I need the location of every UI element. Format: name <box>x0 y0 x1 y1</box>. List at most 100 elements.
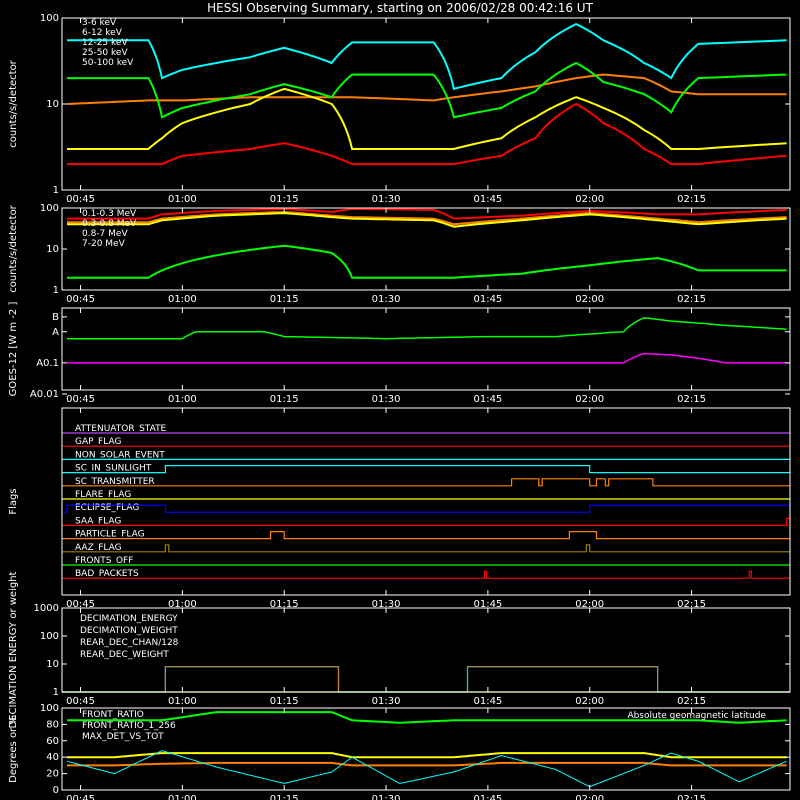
x-tick-label: 00:45 <box>66 194 95 205</box>
y-tick-label: 100 <box>40 203 59 214</box>
x-tick-label: 02:00 <box>575 599 604 610</box>
x-tick-label: 02:00 <box>575 194 604 205</box>
panel-decimation: 00:45 01:00 01:15 01:30 01:45 02:00 02:15 1 10 10… <box>8 571 791 728</box>
x-tick-label: 00:45 <box>66 599 95 610</box>
panel-flags: ATTENUATOR_STATE GAP_FLAG NON_SOLAR_EVENT S… <box>8 407 791 610</box>
y-tick-label: 1000 <box>34 603 59 614</box>
y-tick-label: 1 <box>53 687 59 698</box>
series-line-4 <box>67 22 787 91</box>
panel-goes: 00:45 01:00 01:15 01:30 01:45 02:00 02:15 BA A0.… <box>8 302 791 405</box>
series-line-1 <box>67 752 787 759</box>
flag-trace-8 <box>62 531 790 540</box>
x-tick-label: 01:15 <box>270 599 299 610</box>
flag-label-8: PARTICLE_FLAG <box>75 530 145 540</box>
legend-entry-0: DECIMATION_ENERGY <box>80 614 178 624</box>
series-line-0 <box>67 207 787 220</box>
y-tick-label: A0.1 <box>36 358 59 369</box>
y-tick-label: A <box>52 327 59 338</box>
x-tick-label: 02:15 <box>677 794 706 800</box>
x-tick-label: 02:15 <box>677 294 706 305</box>
series-line-3 <box>66 750 787 788</box>
y-axis-label: Flags <box>8 488 19 514</box>
x-tick-label: 01:15 <box>270 394 299 405</box>
legend-entry-3: 25-50 keV <box>82 48 128 58</box>
x-tick-label: 02:15 <box>677 599 706 610</box>
panel-xray-counts: 00:45 01:00 01:15 01:30 01:45 02:00 02:15 1 10 10… <box>8 13 791 205</box>
series-line-1 <box>67 352 787 364</box>
flag-trace-7 <box>62 517 791 526</box>
series-line-2 <box>62 666 790 693</box>
legend-entry-2: REAR_DEC_CHAN/128 <box>80 638 179 648</box>
flag-label-2: NON_SOLAR_EVENT <box>75 450 165 460</box>
annotation-label: Absolute geomagnetic latitude <box>627 711 766 721</box>
y-tick-label: 40 <box>46 752 59 763</box>
figure-title: HESSI Observing Summary, starting on 200… <box>207 1 593 15</box>
x-tick-label: 02:00 <box>575 394 604 405</box>
y-tick-label: 20 <box>46 769 59 780</box>
flag-label-7: SAA_FLAG <box>75 516 121 526</box>
flag-trace-4 <box>62 478 790 487</box>
flag-label-9: AAZ_FLAG <box>75 543 122 553</box>
y-tick-label: A0.01 <box>30 389 59 400</box>
x-tick-label: 02:15 <box>677 394 706 405</box>
legend-entry-2: 12-25 keV <box>82 38 128 48</box>
series-line-0 <box>67 317 787 340</box>
legend-entry-3: REAR_DEC_WEIGHT <box>80 650 169 660</box>
flag-label-5: FLARE_FLAG <box>75 490 131 500</box>
series-line-3 <box>67 61 787 119</box>
y-tick-label: 100 <box>40 631 59 642</box>
y-tick-label: 10 <box>46 244 59 255</box>
series-line-3 <box>62 666 790 693</box>
x-tick-label: 01:00 <box>168 194 197 205</box>
y-tick-label: B <box>52 312 59 323</box>
x-tick-label: 01:00 <box>168 394 197 405</box>
flag-label-1: GAP_FLAG <box>75 437 121 447</box>
x-tick-label: 01:30 <box>372 294 401 305</box>
legend-entry-1: 6-12 keV <box>82 28 123 38</box>
x-tick-label: 01:15 <box>270 696 299 707</box>
x-tick-label: 00:45 <box>66 696 95 707</box>
legend-entry-2: MAX_DET_VS_TOT <box>82 732 164 742</box>
panel-frame <box>61 607 791 693</box>
series-line-2 <box>67 212 787 228</box>
x-tick-label: 01:45 <box>473 696 502 707</box>
flag-trace-6 <box>62 504 791 513</box>
x-tick-label: 00:45 <box>66 794 95 800</box>
flag-label-0: ATTENUATOR_STATE <box>75 424 167 434</box>
x-tick-label: 02:15 <box>677 696 706 707</box>
x-tick-label: 02:00 <box>575 696 604 707</box>
x-tick-label: 01:15 <box>270 194 299 205</box>
series-line-0 <box>67 102 787 166</box>
legend-entry-3: 7-20 MeV <box>82 239 126 249</box>
series-line-1 <box>67 210 787 226</box>
legend-entry-1: 0.3-0.8 MeV <box>82 219 137 229</box>
series-line-0 <box>67 711 787 724</box>
x-tick-label: 01:15 <box>270 794 299 800</box>
legend-entry-1: DECIMATION_WEIGHT <box>80 626 178 636</box>
panel-gamma-counts: 00:45 01:00 01:15 01:30 01:45 02:00 02:15 1 10 10… <box>8 203 791 305</box>
x-tick-label: 01:00 <box>168 696 197 707</box>
series-line-1 <box>66 73 787 105</box>
x-tick-label: 02:00 <box>575 794 604 800</box>
series-line-3 <box>67 244 787 279</box>
legend-entry-0: 3-6 keV <box>82 18 117 28</box>
panel-ratios: 00:45 01:00 01:15 01:30 01:45 02:00 02:15 0 20 40… <box>8 703 791 800</box>
x-tick-label: 01:30 <box>372 599 401 610</box>
y-tick-label: 100 <box>40 13 59 24</box>
y-axis-label: GOES-12 [W m -2 ] <box>8 302 19 397</box>
x-tick-label: 01:45 <box>473 794 502 800</box>
flag-label-10: FRONTS_OFF <box>75 556 133 566</box>
flag-label-11: BAD_PACKETS <box>75 569 139 579</box>
x-tick-label: 00:45 <box>66 394 95 405</box>
legend-entry-2: 0.8-7 MeV <box>82 229 128 239</box>
flag-trace-11 <box>62 570 790 579</box>
x-tick-label: 01:00 <box>168 599 197 610</box>
x-tick-label: 01:15 <box>270 294 299 305</box>
series-line-2 <box>67 87 787 150</box>
y-tick-label: 80 <box>46 719 59 730</box>
y-tick-label: 1 <box>53 285 59 296</box>
x-tick-label: 00:45 <box>66 294 95 305</box>
flag-label-4: SC_TRANSMITTER <box>75 477 155 487</box>
flag-label-3: SC_IN_SUNLIGHT <box>75 464 152 474</box>
